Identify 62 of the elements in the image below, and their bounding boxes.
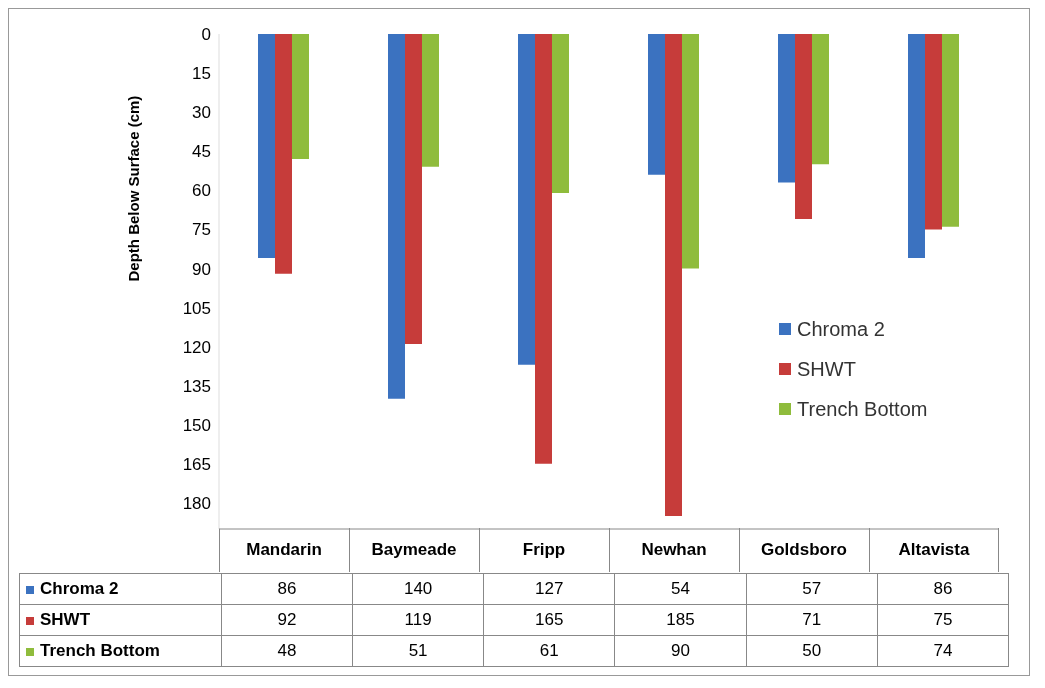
y-tick-label: 75 bbox=[192, 220, 211, 240]
legend-label: Chroma 2 bbox=[797, 317, 885, 342]
data-label: 185 bbox=[614, 604, 747, 636]
y-tick-label: 150 bbox=[182, 415, 211, 435]
bar bbox=[388, 34, 405, 399]
y-tick-label: 90 bbox=[192, 259, 211, 279]
bar bbox=[292, 34, 309, 160]
bar bbox=[665, 34, 682, 516]
bar bbox=[778, 34, 795, 183]
x-tick-label: Altavista bbox=[898, 540, 970, 560]
data-label: 127 bbox=[483, 573, 615, 605]
data-label: 140 bbox=[352, 573, 484, 605]
x-tick-label: Baymeade bbox=[371, 540, 457, 560]
bar bbox=[275, 34, 292, 274]
y-tick-label: 180 bbox=[182, 493, 211, 513]
x-tick-label: Mandarin bbox=[246, 540, 322, 560]
y-tick-label: 135 bbox=[182, 376, 211, 396]
y-tick-label: 105 bbox=[182, 298, 211, 318]
data-label: 92 bbox=[221, 604, 353, 636]
data-label: 51 bbox=[352, 635, 484, 667]
text: SHWT bbox=[40, 610, 91, 629]
bar bbox=[405, 34, 422, 345]
data-label: 75 bbox=[877, 604, 1009, 636]
data-label: 61 bbox=[483, 635, 615, 667]
bar bbox=[535, 34, 552, 464]
y-axis-title: Depth Below Surface (cm) bbox=[125, 95, 143, 282]
bar bbox=[648, 34, 665, 175]
bar bbox=[795, 34, 812, 219]
bar bbox=[908, 34, 925, 259]
bar bbox=[422, 34, 439, 167]
x-tick-label: Goldsboro bbox=[761, 540, 847, 560]
bar bbox=[942, 34, 959, 227]
text: Chroma 2 bbox=[40, 579, 119, 598]
x-tick-label: Newhan bbox=[641, 540, 707, 560]
y-tick-label: 165 bbox=[182, 454, 211, 474]
bar bbox=[682, 34, 699, 269]
data-label: 86 bbox=[877, 573, 1009, 605]
y-tick-label: 60 bbox=[192, 181, 211, 201]
data-label: 50 bbox=[746, 635, 878, 667]
data-label: 74 bbox=[877, 635, 1009, 667]
data-label: 119 bbox=[352, 604, 484, 636]
data-label: 54 bbox=[614, 573, 747, 605]
y-tick-label: 45 bbox=[192, 142, 211, 162]
text: Trench Bottom bbox=[40, 641, 160, 660]
y-tick-label: 120 bbox=[182, 337, 211, 357]
data-label: 57 bbox=[746, 573, 878, 605]
y-tick-label: 15 bbox=[192, 64, 211, 84]
legend-label: SHWT bbox=[797, 357, 856, 382]
data-label: 90 bbox=[614, 635, 747, 667]
data-label: 165 bbox=[483, 604, 615, 636]
legend-label: Trench Bottom bbox=[797, 397, 928, 422]
y-tick-label: 0 bbox=[201, 25, 211, 45]
bar bbox=[812, 34, 829, 165]
data-label: 86 bbox=[221, 573, 353, 605]
bar bbox=[925, 34, 942, 230]
bar bbox=[552, 34, 569, 193]
bar bbox=[258, 34, 275, 259]
x-tick-label: Fripp bbox=[522, 540, 566, 560]
bar bbox=[518, 34, 535, 365]
y-tick-label: 30 bbox=[192, 103, 211, 123]
data-label: 71 bbox=[746, 604, 878, 636]
data-label: 48 bbox=[221, 635, 353, 667]
